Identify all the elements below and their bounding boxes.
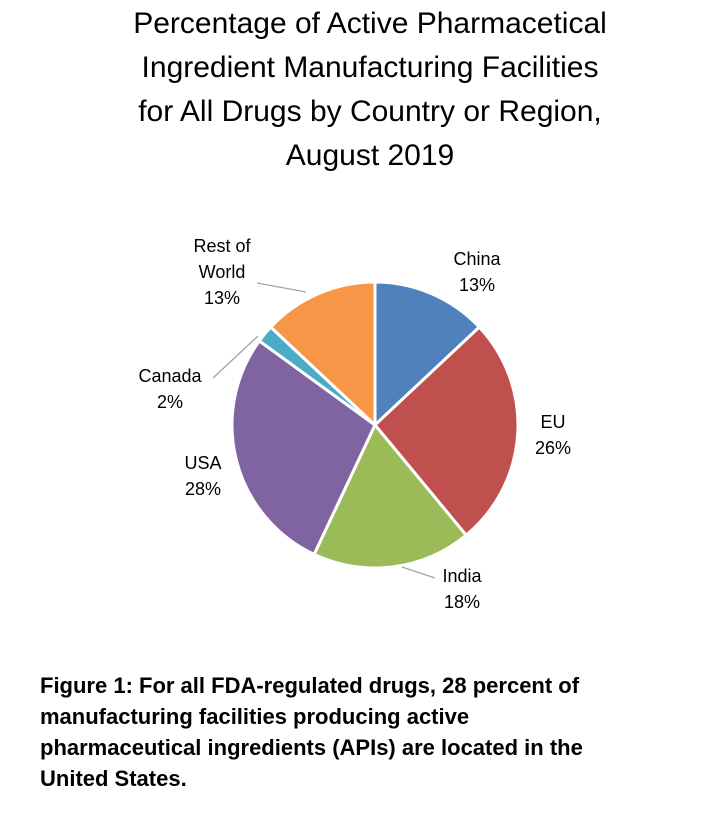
caption-line: United States. bbox=[40, 766, 187, 791]
caption-line: manufacturing facilities producing activ… bbox=[40, 704, 470, 729]
chart-title: Percentage of Active Pharmacetical Ingre… bbox=[20, 2, 709, 178]
data-label-china: China 13% bbox=[453, 249, 501, 295]
pie-slice-usa bbox=[230, 339, 377, 556]
figure-caption: Figure 1: For all FDA-regulated drugs, 2… bbox=[40, 670, 700, 794]
pie-slice-india bbox=[312, 423, 468, 570]
data-label-usa: USA 28% bbox=[184, 453, 221, 499]
caption-line: Figure 1: For all FDA-regulated drugs, 2… bbox=[40, 673, 580, 698]
pie-slice-rest-of-world bbox=[269, 280, 377, 427]
data-label-india: India 18% bbox=[442, 566, 482, 612]
leader-line bbox=[256, 282, 307, 293]
caption-line: pharmaceutical ingredients (APIs) are lo… bbox=[40, 735, 583, 760]
chart-title-line: August 2019 bbox=[285, 139, 455, 172]
chart-title-line: for All Drugs by Country or Region, bbox=[138, 95, 602, 128]
data-label-canada: Canada 2% bbox=[138, 366, 202, 412]
data-label-rest-of-world: Rest of World 13% bbox=[193, 236, 251, 308]
leader-line bbox=[212, 335, 259, 379]
leader-line bbox=[401, 566, 436, 579]
data-label-eu: EU 26% bbox=[535, 412, 571, 458]
pie-slice-eu bbox=[373, 325, 520, 537]
chart-title-line: Percentage of Active Pharmacetical bbox=[133, 7, 607, 40]
pie-slice-china bbox=[373, 280, 481, 427]
chart-title-line: Ingredient Manufacturing Facilities bbox=[141, 51, 599, 84]
